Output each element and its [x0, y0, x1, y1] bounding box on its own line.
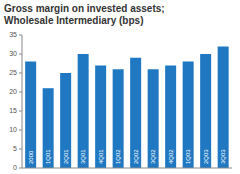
svg-text:1Q01: 1Q01 [45, 149, 51, 164]
svg-text:30: 30 [9, 50, 17, 57]
svg-text:5: 5 [13, 145, 17, 152]
svg-text:2Q02: 2Q02 [133, 149, 139, 164]
svg-text:10: 10 [9, 126, 17, 133]
svg-text:4Q02: 4Q02 [168, 149, 174, 164]
svg-text:20: 20 [9, 88, 17, 95]
svg-text:3Q02: 3Q02 [150, 149, 156, 164]
svg-text:2Q03: 2Q03 [203, 149, 209, 164]
svg-text:3Q03: 3Q03 [220, 149, 226, 164]
svg-text:2000: 2000 [28, 150, 34, 164]
svg-text:15: 15 [9, 107, 17, 114]
svg-text:2Q01: 2Q01 [63, 149, 69, 164]
svg-text:35: 35 [9, 31, 17, 38]
svg-text:25: 25 [9, 69, 17, 76]
svg-text:4Q01: 4Q01 [98, 149, 104, 164]
html-text:Gross margin on invested asset: Gross margin on invested assets; Wholesa… [4, 3, 165, 26]
svg-text:1Q03: 1Q03 [185, 149, 191, 164]
svg-text:3Q01: 3Q01 [80, 149, 86, 164]
svg-text:0: 0 [13, 164, 17, 171]
svg-text:1Q02: 1Q02 [115, 149, 121, 164]
